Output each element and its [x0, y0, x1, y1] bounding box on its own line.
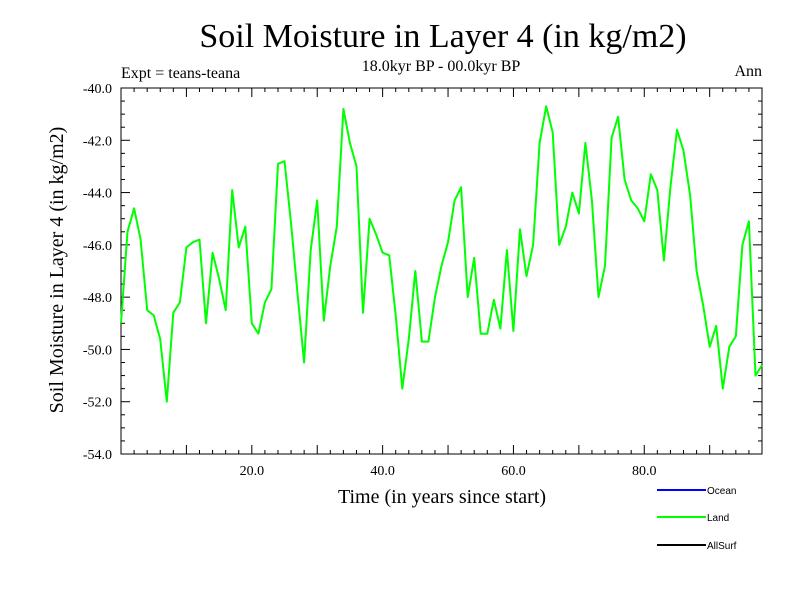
y-axis-label: Soil Moisture in Layer 4 (in kg/m2) [46, 127, 68, 414]
x-tick-label: 60.0 [501, 464, 526, 479]
y-tick-label: -48.0 [83, 291, 112, 306]
y-tick-label: -42.0 [83, 134, 112, 149]
legend-land-label: Land [707, 513, 729, 524]
y-tick-label: -54.0 [83, 448, 112, 463]
y-tick-label: -50.0 [83, 343, 112, 358]
x-tick-label: 80.0 [632, 464, 657, 479]
y-tick-label: -44.0 [83, 187, 112, 202]
y-tick-label: -46.0 [83, 239, 112, 254]
legend-ocean-label: Ocean [707, 486, 736, 497]
land-series-line [120, 105, 763, 403]
x-tick-label: 40.0 [370, 464, 395, 479]
season-label: Ann [734, 63, 762, 80]
experiment-label: Expt = teans-teana [121, 65, 240, 82]
x-tick-label: 20.0 [240, 464, 265, 479]
x-axis-label: Time (in years since start) [338, 486, 546, 508]
y-tick-label: -40.0 [83, 82, 112, 97]
legend-allsurf-label: AllSurf [707, 541, 737, 552]
chart-title: Soil Moisture in Layer 4 (in kg/m2) [199, 18, 686, 55]
legend: Ocean Land AllSurf [657, 486, 737, 552]
y-tick-label: -52.0 [83, 396, 112, 411]
axis-tick-labels: 20.0 40.0 60.0 80.0 -54.0 -52.0 -50.0 -48.0 -46.… [83, 82, 657, 479]
chart-subtitle: 18.0kyr BP - 00.0kyr BP [362, 58, 521, 75]
